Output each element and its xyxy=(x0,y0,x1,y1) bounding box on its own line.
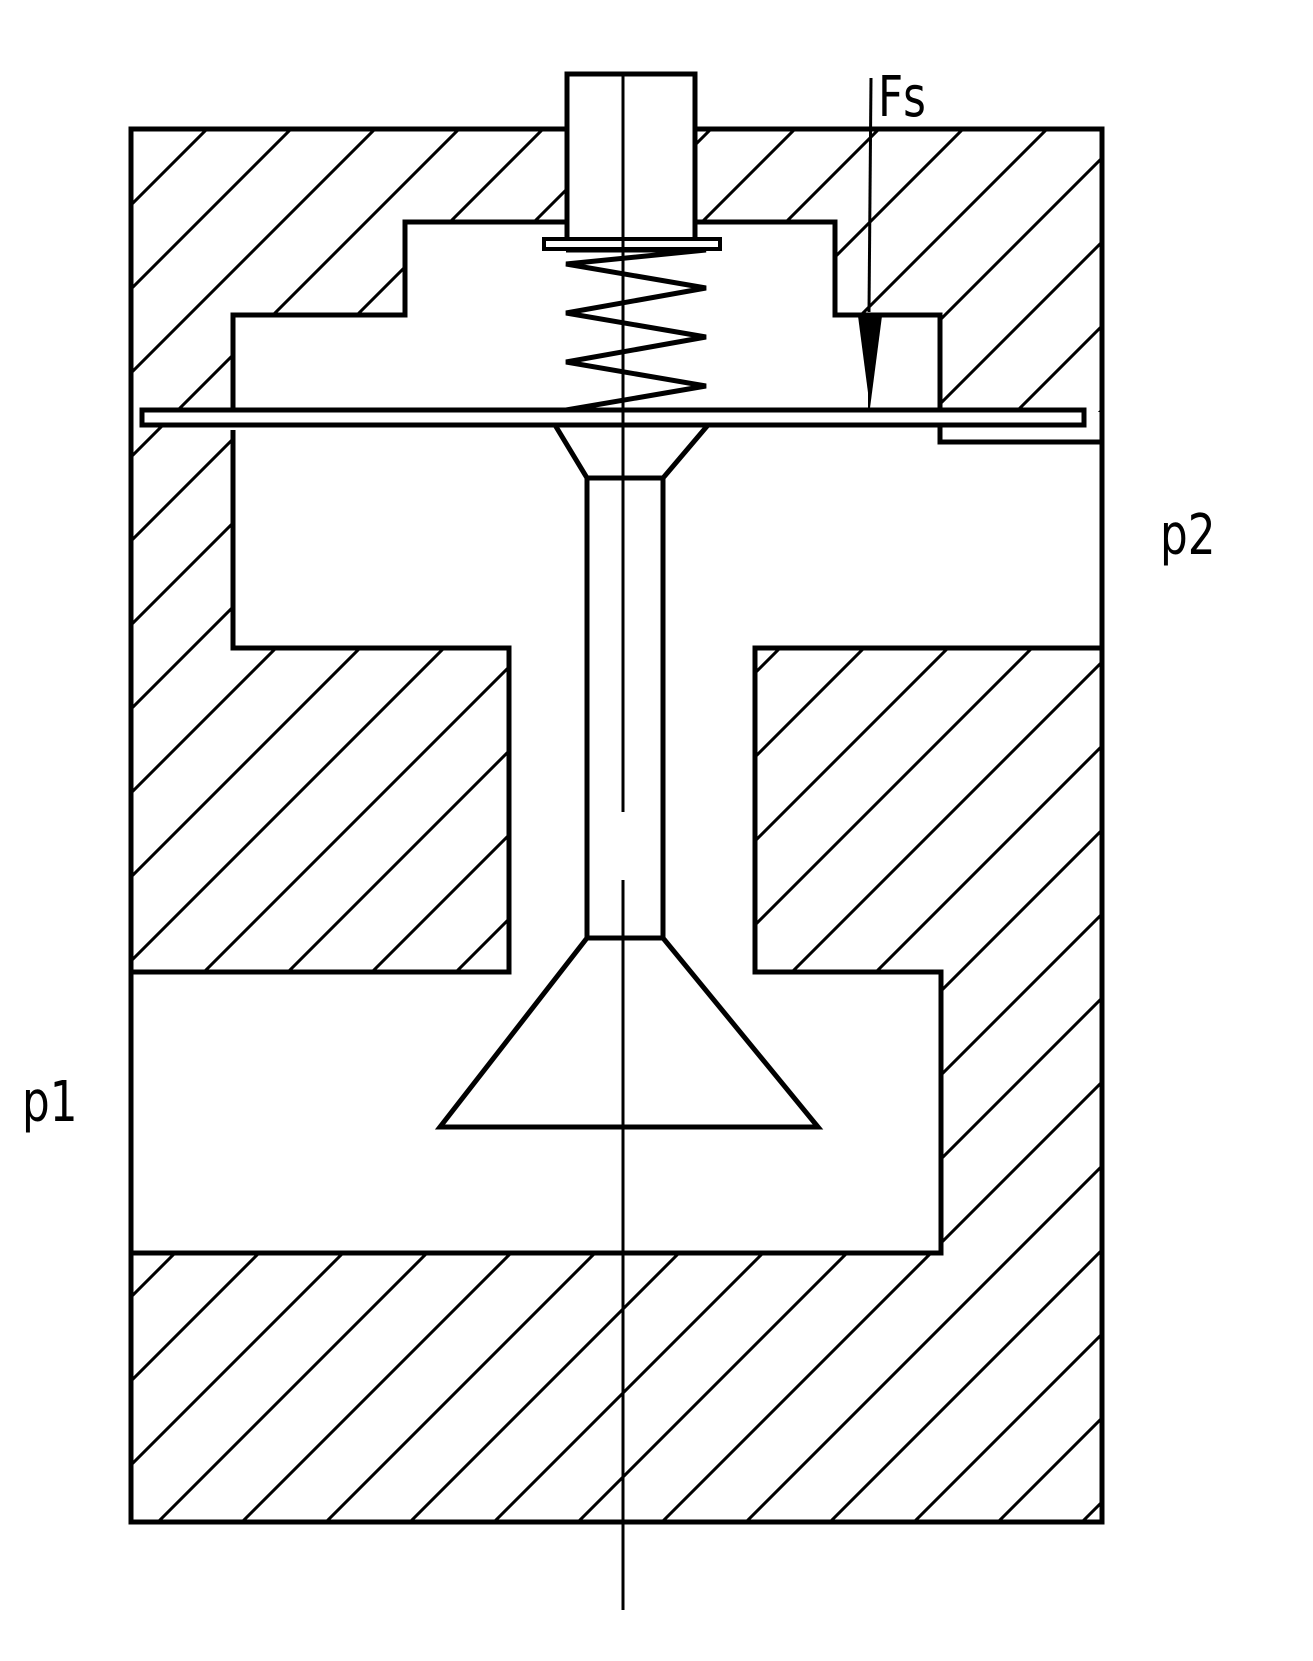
inlet-pressure-label: p1 xyxy=(22,1070,78,1135)
force-arrow xyxy=(858,77,882,410)
force-label: Fs xyxy=(878,65,926,130)
outlet-pressure-label: p2 xyxy=(1160,503,1216,568)
adjusting-screw xyxy=(564,71,698,243)
spring-coil xyxy=(565,247,707,413)
